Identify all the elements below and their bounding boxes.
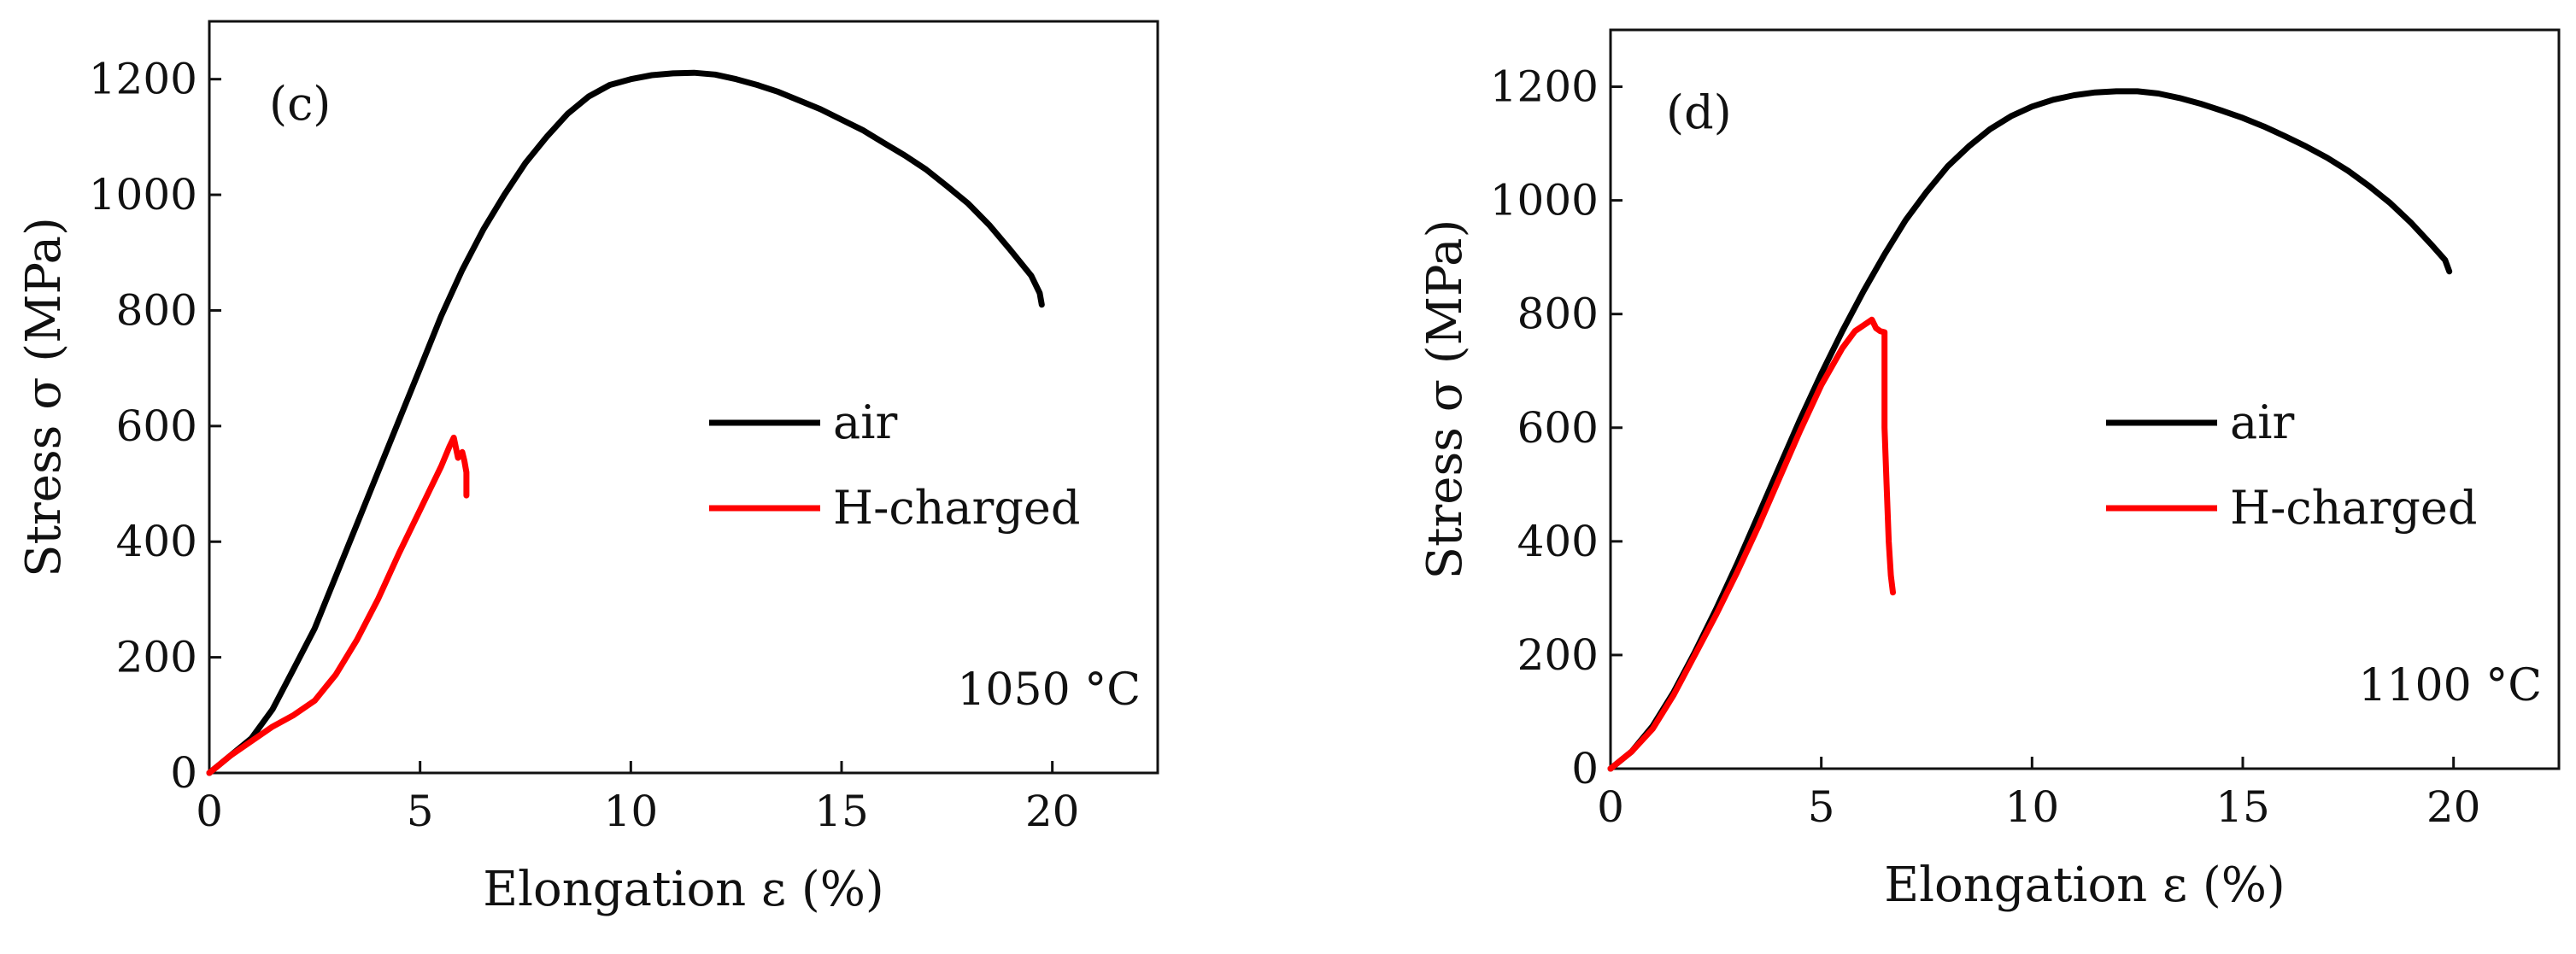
plot-frame	[1609, 28, 2561, 770]
series-air-line	[1607, 88, 2453, 772]
y-axis-title: Stress σ (MPa)	[1417, 219, 1473, 580]
x-tick-label: 15	[2215, 782, 2270, 832]
y-tick-label: 400	[116, 517, 197, 566]
y-tick-label: 1200	[1490, 62, 1599, 112]
x-tick-label: 20	[2426, 782, 2481, 832]
y-tick-label: 200	[116, 633, 197, 682]
y-tick-label: 0	[170, 748, 197, 798]
y-tick-label: 800	[1517, 290, 1599, 339]
y-tick-label: 400	[1517, 517, 1599, 566]
x-tick-label: 5	[407, 787, 434, 836]
series-h-charged-line	[206, 434, 470, 776]
y-tick-label: 600	[116, 401, 197, 451]
x-tick-label: 15	[814, 787, 869, 836]
legend-label: air	[833, 395, 897, 449]
x-tick-label: 10	[2005, 782, 2060, 832]
y-tick-label: 1000	[89, 170, 197, 219]
panel-label: (c)	[269, 77, 331, 131]
series-h-charged-line	[1607, 316, 1896, 772]
y-tick-label: 200	[1517, 630, 1599, 680]
panel-d: 0 5 10 15 20020040060080010001200Elongation …	[1417, 28, 2561, 913]
x-axis-title: Elongation ε (%)	[1884, 857, 2286, 913]
y-tick-label: 1000	[1490, 176, 1599, 225]
x-tick-label: 5	[1808, 782, 1835, 832]
panel-c: 0 5 10 15 20020040060080010001200Elongation …	[16, 20, 1159, 917]
legend-label: H-charged	[833, 481, 1080, 535]
temperature-annotation: 1100 °C	[2358, 660, 2542, 711]
y-tick-label: 1200	[89, 55, 197, 104]
x-tick-label: 0	[196, 787, 223, 836]
legend-label: H-charged	[2230, 481, 2477, 535]
plot-frame	[208, 20, 1159, 775]
y-tick-label: 800	[116, 285, 197, 335]
series-air-line	[206, 69, 1045, 776]
y-tick-label: 600	[1517, 403, 1599, 453]
panel-label: (d)	[1666, 85, 1732, 139]
x-tick-label: 0	[1597, 782, 1624, 832]
y-tick-label: 0	[1571, 744, 1599, 793]
y-axis-title: Stress σ (MPa)	[16, 217, 72, 577]
legend-label: air	[2230, 395, 2294, 449]
x-tick-label: 20	[1025, 787, 1080, 836]
temperature-annotation: 1050 °C	[957, 664, 1141, 716]
x-tick-label: 10	[604, 787, 659, 836]
x-axis-title: Elongation ε (%)	[483, 862, 884, 917]
